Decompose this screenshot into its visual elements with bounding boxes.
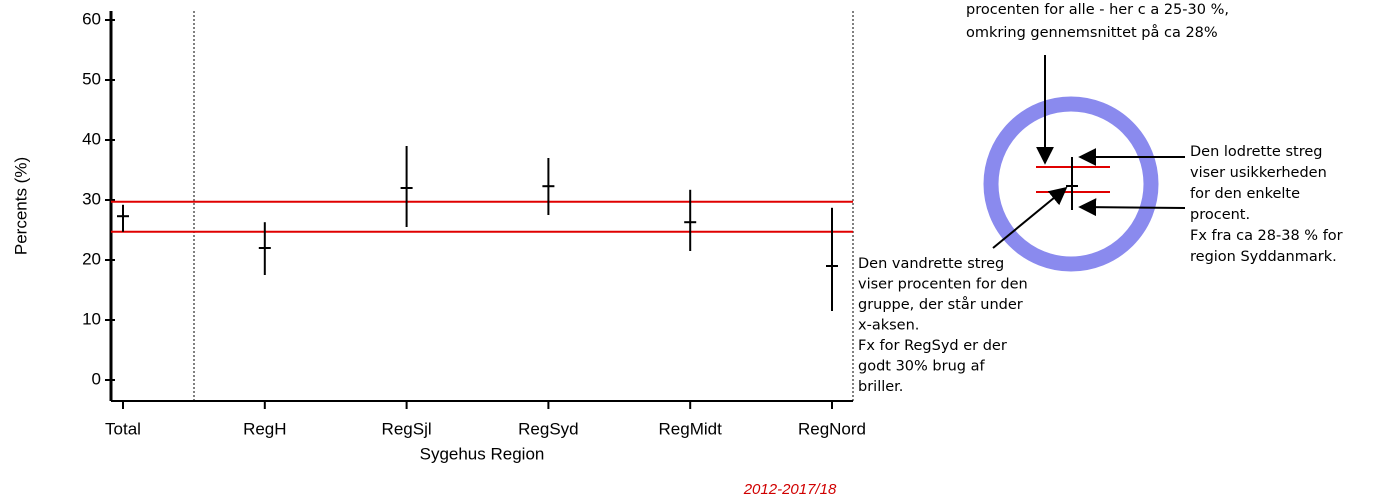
x-tick-label: RegH — [243, 419, 286, 438]
annotation-text: for den enkelte — [1190, 186, 1300, 202]
annotation-text: viser procenten for den — [858, 277, 1028, 293]
annotation-text: Fx for RegSyd er der — [858, 338, 1007, 354]
annotation-text: region Syddanmark. — [1190, 249, 1337, 265]
y-tick-label: 50 — [82, 69, 101, 88]
y-tick-label: 0 — [92, 369, 101, 388]
footer: 2012-2017/18 — [743, 481, 837, 498]
arrow — [1078, 198, 1186, 217]
y-tick-label: 60 — [82, 9, 101, 28]
annotation-text: godt 30% brug af — [858, 359, 985, 375]
highlight-circle — [983, 96, 1159, 272]
arrow — [992, 186, 1068, 249]
annotation-text: x-aksen. — [858, 318, 919, 334]
annotation-text: Den lodrette streg — [1190, 144, 1322, 160]
annotation-text: briller. — [858, 379, 903, 395]
y-axis-label: Percents (%) — [11, 157, 30, 255]
annotation-text: procenten for alle - her c a 25-30 %, — [966, 2, 1229, 18]
x-axis-label: Sygehus Region — [420, 444, 545, 463]
x-tick-label: Total — [105, 419, 141, 438]
x-tick-label: RegSyd — [518, 419, 578, 438]
x-tick-label: RegNord — [798, 419, 866, 438]
annotation-text: Fx fra ca 28-38 % for — [1190, 228, 1343, 244]
x-tick-label: RegMidt — [659, 419, 723, 438]
annotation-text: Den vandrette streg — [858, 256, 1004, 272]
annotation-text: omkring gennemsnittet på ca 28% — [966, 24, 1218, 41]
annotation-text: gruppe, der står under — [858, 296, 1023, 313]
y-tick-label: 30 — [82, 189, 101, 208]
x-tick-label: RegSjl — [382, 419, 432, 438]
y-tick-label: 40 — [82, 129, 101, 148]
y-tick-label: 10 — [82, 309, 101, 328]
annotation-text: procent. — [1190, 207, 1250, 223]
annotation-text: viser usikkerheden — [1190, 165, 1327, 181]
y-tick-label: 20 — [82, 249, 101, 268]
